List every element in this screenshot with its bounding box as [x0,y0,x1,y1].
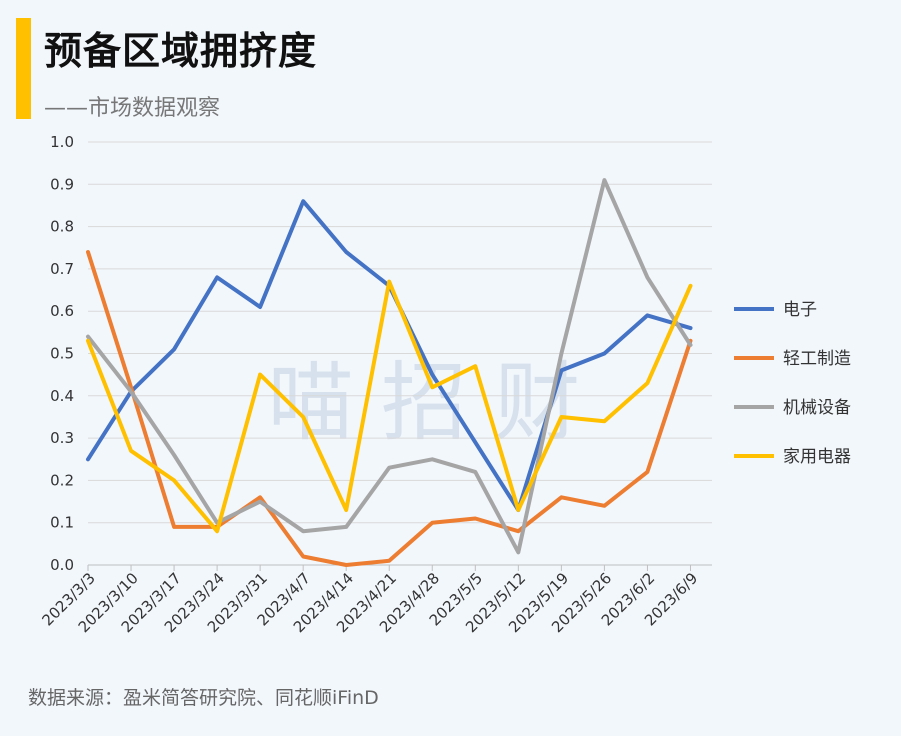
series-line-3 [86,178,693,555]
y-tick-label: 0.1 [50,514,74,532]
title-accent-bar [16,18,31,119]
legend-label: 轻工制造 [783,349,851,369]
series-line-4 [86,279,693,534]
y-tick-label: 0.6 [50,302,74,320]
y-tick-label: 0.8 [50,218,74,236]
page-title: 预备区域拥挤度 [44,29,318,73]
y-tick-label: 0.4 [50,387,74,405]
y-tick-label: 0.0 [50,556,74,574]
y-tick-label: 0.2 [50,471,74,489]
y-tick-label: 0.9 [50,175,74,193]
y-tick-label: 0.3 [50,429,74,447]
series-line-2 [86,250,693,567]
y-tick-label: 0.7 [50,260,74,278]
y-tick-label: 1.0 [50,133,74,151]
legend-label: 电子 [783,300,817,320]
data-source-note: 数据来源：盈米简答研究院、同花顺iFinD [28,687,379,709]
y-tick-label: 0.5 [50,345,74,363]
legend-label: 家用电器 [783,447,851,467]
legend-label: 机械设备 [783,398,851,418]
page-subtitle: ——市场数据观察 [44,96,221,121]
